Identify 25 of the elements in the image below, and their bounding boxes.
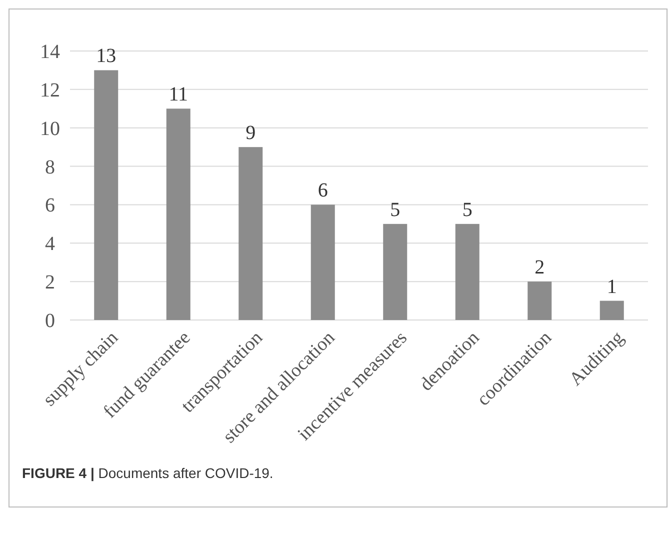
data-label: 11 [168, 84, 188, 106]
y-tick-label: 0 [45, 310, 55, 332]
y-tick-label: 12 [40, 79, 60, 102]
data-label: 5 [462, 198, 472, 221]
bar [600, 300, 624, 320]
data-label: 6 [318, 180, 328, 202]
data-label: 1 [606, 276, 617, 298]
bar [528, 282, 552, 320]
y-tick-label: 14 [40, 41, 60, 63]
data-label: 5 [390, 198, 400, 221]
bar [310, 204, 335, 320]
y-tick-label: 8 [45, 156, 55, 178]
y-tick-label: 4 [45, 233, 55, 256]
bar [166, 108, 190, 320]
data-label: 13 [96, 45, 116, 68]
caption: FIGURE 4 | Documents after COVID-19. [22, 465, 274, 482]
data-label: 2 [534, 256, 545, 279]
bar [455, 224, 480, 320]
y-tick-label: 10 [40, 118, 60, 140]
data-label: 9 [246, 122, 256, 144]
bar [238, 147, 263, 320]
bar [383, 224, 408, 320]
bar [94, 70, 118, 320]
y-tick-label: 2 [45, 272, 55, 294]
y-tick-label: 6 [45, 194, 55, 217]
